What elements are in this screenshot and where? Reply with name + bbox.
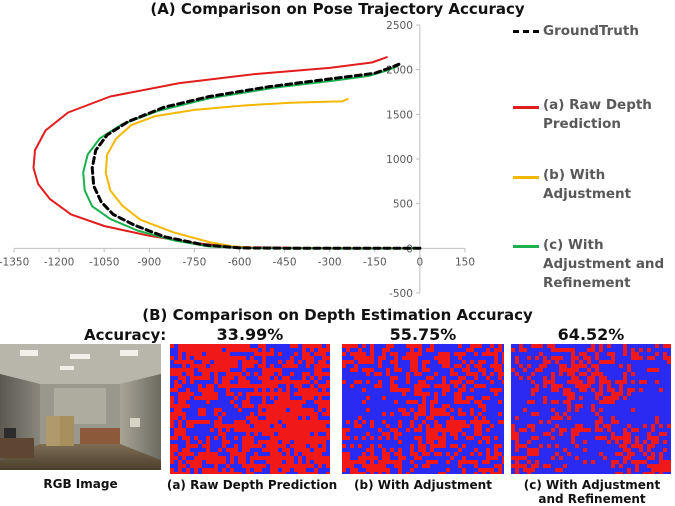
x-tick-label: -450 — [273, 256, 297, 268]
series-line-2 — [104, 98, 421, 250]
accuracy-label: Accuracy: — [84, 326, 167, 344]
series-line-0 — [90, 62, 422, 250]
caption-a: (a) Raw Depth Prediction — [166, 478, 338, 492]
chart-series-layer — [32, 56, 422, 250]
trajectory-chart: -1350 -1200 -1050 -900 -750 -600 -450 -300 -150 0… — [0, 20, 475, 300]
legend-label: GroundTruth — [543, 23, 639, 39]
accuracy-value-c: 64.52% — [557, 325, 625, 344]
legend-label: (a) Raw Depth Prediction — [543, 97, 652, 132]
x-tick-label: -1200 — [44, 256, 75, 268]
legend-label: (c) With Adjustment and Refinement — [543, 237, 665, 291]
chart-axes: -1350 -1200 -1050 -900 -750 -600 -450 -300 -150 0… — [0, 20, 475, 300]
y-tick-label: -500 — [389, 288, 413, 300]
series-line-1 — [32, 56, 421, 250]
y-tick-label: 1000 — [386, 154, 413, 166]
legend-swatch — [513, 176, 539, 179]
legend-swatch — [513, 245, 539, 248]
x-tick-label: -900 — [137, 256, 161, 268]
legend-label: (b) With Adjustment — [543, 167, 632, 202]
x-tick-label: 0 — [417, 256, 424, 268]
figure-title-b: (B) Comparison on Depth Estimation Accur… — [142, 306, 533, 324]
accuracy-value-b: 55.75% — [389, 325, 457, 344]
legend-swatch — [513, 106, 539, 109]
caption-c: (c) With Adjustment and Refinement — [523, 478, 661, 506]
y-tick-label: 2500 — [386, 20, 413, 32]
depth-map-c — [511, 344, 671, 474]
rgb-image — [0, 344, 161, 470]
x-tick-label: -150 — [363, 256, 387, 268]
caption-rgb: RGB Image — [43, 477, 118, 491]
accuracy-value-a: 33.99% — [216, 325, 284, 344]
legend-swatch — [513, 30, 539, 33]
figure-title-a: (A) Comparison on Pose Trajectory Accura… — [150, 0, 525, 18]
series-line-3 — [82, 66, 421, 250]
depth-map-a — [170, 344, 330, 474]
x-tick-label: -1050 — [89, 256, 120, 268]
x-tick-label: 150 — [455, 256, 475, 268]
x-tick-label: -600 — [228, 256, 252, 268]
depth-map-b — [342, 344, 504, 474]
y-tick-label: 1500 — [386, 109, 413, 121]
x-tick-label: -1350 — [0, 256, 29, 268]
caption-b: (b) With Adjustment — [354, 478, 492, 492]
x-tick-label: -750 — [182, 256, 206, 268]
x-tick-label: -300 — [318, 256, 342, 268]
y-tick-label: 500 — [393, 199, 413, 211]
